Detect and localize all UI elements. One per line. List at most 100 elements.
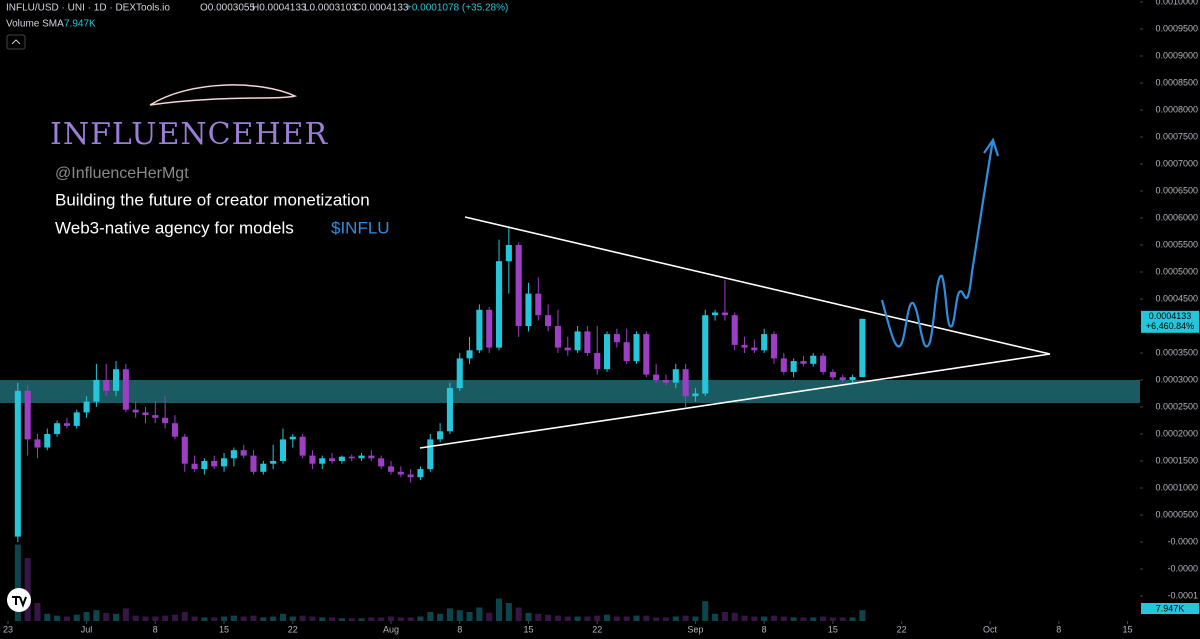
volume-bar <box>171 614 178 621</box>
y-tick-label: 0.0001000 <box>1155 482 1198 492</box>
volume-bar <box>162 615 169 621</box>
volume-bar <box>594 615 601 621</box>
volume-bar <box>790 617 797 621</box>
candle-body <box>44 433 51 448</box>
volume-bar <box>191 616 198 621</box>
y-tick-label: 0.0000500 <box>1155 509 1198 519</box>
volume-bar <box>466 612 473 621</box>
candle-body <box>672 369 679 383</box>
candle-body <box>63 423 70 426</box>
logo: INFLUENCEHER <box>50 117 329 152</box>
volume-bar <box>279 613 287 621</box>
candle-body <box>201 460 208 470</box>
volume-bar <box>142 616 149 621</box>
volume-bar <box>407 617 414 621</box>
volume-bar <box>348 618 355 621</box>
candle-body <box>417 469 424 478</box>
volume-bar <box>122 608 129 621</box>
volume-bar <box>112 613 120 621</box>
volume-bar <box>132 615 139 621</box>
volume-bar <box>387 616 395 621</box>
candle-body <box>250 455 257 472</box>
volume-bar <box>260 617 267 621</box>
y-tick-label: 0.0007500 <box>1155 131 1198 141</box>
candle-body <box>14 390 21 537</box>
volume-bar <box>34 603 41 621</box>
candle-body <box>653 374 660 380</box>
x-tick-label: 22 <box>592 624 602 634</box>
candle-body <box>780 358 787 372</box>
candle-body <box>692 393 699 397</box>
volume-bar <box>319 617 326 621</box>
candle-body <box>633 334 640 362</box>
x-tick-label: Oct <box>983 624 998 634</box>
ohlc-high: H0.0004133 <box>252 3 307 14</box>
volume-bar <box>672 616 679 621</box>
volume-bar <box>839 617 846 621</box>
candle-body <box>397 471 404 475</box>
volume-bar <box>702 601 709 621</box>
candle-body <box>662 379 670 383</box>
x-tick-label: 8 <box>762 624 767 634</box>
candle-body <box>329 458 336 461</box>
volume-bar <box>751 616 758 621</box>
candle-body <box>682 369 689 397</box>
candle-body <box>594 352 601 370</box>
volume-bar <box>437 613 444 621</box>
candle-body <box>495 261 503 348</box>
x-tick-label: Sep <box>687 624 703 634</box>
candle-body <box>279 439 287 461</box>
candle-body <box>260 463 267 472</box>
volume-bar <box>545 614 552 621</box>
candle-body <box>731 315 738 345</box>
volume-bar <box>24 558 31 621</box>
candle-body <box>34 439 41 448</box>
candle-body <box>338 456 345 461</box>
x-tick-label: 22 <box>288 624 298 634</box>
candle-body <box>839 377 846 380</box>
volume-bar <box>378 617 385 621</box>
candle-body <box>387 466 395 472</box>
volume-bar <box>692 616 699 621</box>
collapse-button[interactable] <box>6 34 26 50</box>
volume-bar <box>800 617 807 621</box>
drawings-back <box>0 380 1140 403</box>
volume-bar <box>770 615 778 621</box>
candle-body <box>240 450 247 456</box>
volume-bar <box>761 616 768 621</box>
candle-body <box>83 401 90 413</box>
x-tick-label: 23 <box>3 624 13 634</box>
candle-body <box>191 463 198 470</box>
candle-body <box>270 460 277 464</box>
volume-bar <box>211 617 218 621</box>
volume-bar <box>505 603 512 621</box>
y-tick-label: 0.0003000 <box>1155 374 1198 384</box>
y-tick-label: 0.0002500 <box>1155 401 1198 411</box>
x-tick-label: 8 <box>1056 624 1061 634</box>
volume-bar <box>535 613 542 621</box>
volume-bar <box>829 617 836 621</box>
candle-body <box>358 455 365 459</box>
x-tick-label: Aug <box>383 624 399 634</box>
candle-body <box>515 244 522 326</box>
candle-body <box>623 342 630 362</box>
candle-body <box>486 309 493 348</box>
volume-sma: 7.947K <box>64 19 96 30</box>
candle-body <box>721 312 728 316</box>
candle-body <box>162 417 169 424</box>
candle-body <box>211 460 218 467</box>
y-tick-label: 0.0010000 <box>1155 0 1198 6</box>
candle-body <box>810 355 817 364</box>
volume-title: Volume SMA <box>6 19 64 30</box>
volume-bar <box>329 617 336 621</box>
volume-bar <box>14 544 21 621</box>
candle-body <box>584 331 591 353</box>
volume-bar <box>250 615 257 621</box>
candle-body <box>770 334 778 359</box>
candle-body <box>407 474 414 478</box>
last-price: 0.0004133 <box>1149 311 1192 321</box>
candle-body <box>751 347 758 351</box>
candle-body <box>545 315 552 326</box>
